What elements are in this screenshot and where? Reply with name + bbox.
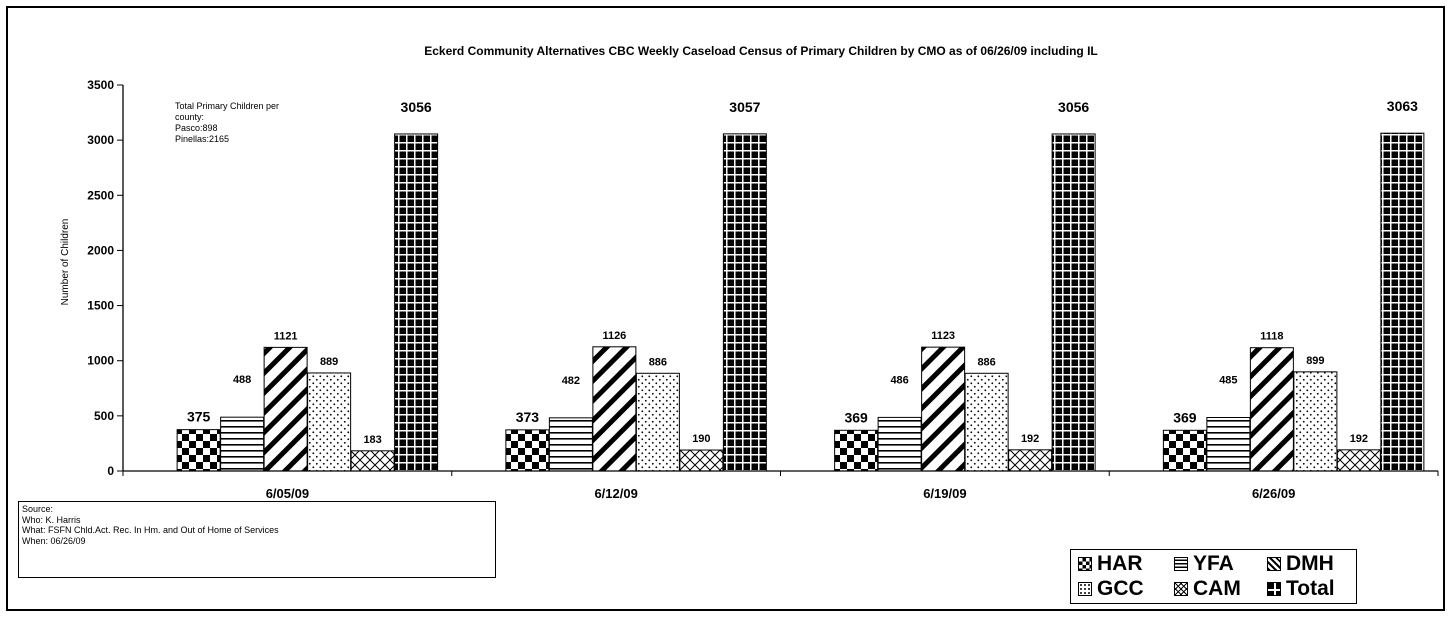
- data-label-cam-6-05-09: 183: [363, 434, 381, 446]
- bar-yfa-6-19-09: [877, 416, 922, 472]
- x-axis: 6/05/09 6/12/09 6/19/09 6/26/09: [122, 470, 1439, 501]
- bar-dmh-6-05-09: [263, 346, 308, 472]
- legend-label: HAR: [1097, 552, 1143, 575]
- legend-label: YFA: [1193, 552, 1234, 575]
- legend-swatch-har: [1078, 557, 1092, 571]
- legend-item-dmh: DMH: [1267, 552, 1334, 576]
- bars-layer: 375 488 1121 889 183 3056 373 482 1126 886 190 3057…: [176, 98, 1425, 472]
- y-tick-label: 3500: [87, 78, 114, 92]
- data-label-total-6-19-09: 3056: [1058, 99, 1089, 115]
- note-line: Pasco:898: [175, 123, 218, 133]
- source-box: Source: Who: K. Harris What: FSFN Chld.Act…: [18, 501, 496, 578]
- legend-swatch-yfa: [1174, 557, 1188, 571]
- bar-cam-6-26-09: [1336, 449, 1381, 472]
- y-tick-label: 1000: [87, 354, 114, 368]
- legend: HAR YFA DMH GCC CAM Total: [1070, 549, 1357, 604]
- x-tick-label: 6/26/09: [1252, 486, 1295, 501]
- bar-total-6-12-09: [722, 133, 767, 472]
- legend-label: Total: [1286, 577, 1335, 600]
- bar-gcc-6-05-09: [307, 372, 352, 472]
- y-axis: 0 500 1000 1500 2000 2500 3000 3500: [87, 78, 124, 478]
- data-label-gcc-6-19-09: 886: [977, 356, 995, 368]
- y-tick-label: 0: [107, 464, 114, 478]
- bar-cam-6-05-09: [350, 450, 395, 472]
- x-tick-label: 6/19/09: [923, 486, 966, 501]
- data-label-cam-6-19-09: 192: [1021, 433, 1039, 445]
- chart-frame: [6, 6, 1445, 611]
- bar-dmh-6-12-09: [592, 346, 637, 472]
- note-line: county:: [175, 112, 204, 122]
- data-label-cam-6-26-09: 192: [1350, 433, 1368, 445]
- legend-swatch-gcc: [1078, 582, 1092, 596]
- legend-swatch-total: [1267, 582, 1281, 596]
- y-axis-label: Number of Children: [60, 219, 71, 306]
- bar-gcc-6-26-09: [1293, 371, 1338, 472]
- bar-yfa-6-26-09: [1206, 417, 1251, 472]
- source-line: What: FSFN Chld.Act. Rec. In Hm. and Out…: [22, 525, 279, 535]
- legend-label: CAM: [1193, 577, 1241, 600]
- data-label-har-6-19-09: 369: [844, 409, 868, 425]
- y-tick-label: 2000: [87, 243, 114, 257]
- legend-swatch-cam: [1174, 582, 1188, 596]
- legend-item-gcc: GCC: [1078, 577, 1144, 601]
- data-label-har-6-26-09: 369: [1173, 409, 1197, 425]
- data-label-total-6-12-09: 3057: [729, 99, 760, 115]
- county-totals-note: Total Primary Children per county: Pasco:8…: [175, 101, 279, 144]
- y-tick-label: 1500: [87, 299, 114, 313]
- source-line: Source:: [22, 504, 54, 514]
- chart-title: Eckerd Community Alternatives CBC Weekly…: [424, 44, 1098, 58]
- data-label-yfa-6-05-09: 488: [233, 374, 251, 386]
- data-label-total-6-26-09: 3063: [1387, 98, 1418, 114]
- data-label-gcc-6-05-09: 889: [320, 356, 338, 368]
- bar-dmh-6-26-09: [1249, 347, 1294, 472]
- legend-item-cam: CAM: [1174, 577, 1241, 601]
- x-tick-label: 6/05/09: [266, 486, 309, 501]
- data-label-dmh-6-19-09: 1123: [931, 330, 955, 342]
- legend-swatch-dmh: [1267, 557, 1281, 571]
- source-line: Who: K. Harris: [22, 514, 81, 525]
- data-label-har-6-12-09: 373: [516, 409, 540, 425]
- bar-total-6-05-09: [394, 133, 439, 472]
- legend-label: GCC: [1097, 577, 1144, 600]
- y-tick-label: 500: [94, 409, 114, 423]
- data-label-gcc-6-26-09: 899: [1306, 355, 1324, 367]
- data-label-gcc-6-12-09: 886: [649, 356, 667, 368]
- data-label-total-6-05-09: 3056: [401, 99, 432, 115]
- note-line: Total Primary Children per: [175, 101, 279, 111]
- bar-dmh-6-19-09: [921, 346, 966, 472]
- source-line: When: 06/26/09: [22, 535, 86, 546]
- bar-har-6-26-09: [1162, 429, 1207, 472]
- bar-total-6-19-09: [1051, 133, 1096, 472]
- data-label-yfa-6-12-09: 482: [562, 375, 580, 387]
- y-tick-label: 3000: [87, 133, 114, 147]
- legend-label: DMH: [1286, 552, 1334, 575]
- legend-item-total: Total: [1267, 577, 1335, 601]
- bar-har-6-05-09: [176, 429, 221, 472]
- data-label-dmh-6-26-09: 1118: [1260, 331, 1283, 343]
- note-line: Pinellas:2165: [175, 134, 229, 144]
- data-label-dmh-6-05-09: 1121: [274, 330, 298, 342]
- bar-gcc-6-19-09: [964, 372, 1009, 472]
- legend-item-yfa: YFA: [1174, 552, 1234, 576]
- bar-har-6-19-09: [834, 429, 879, 472]
- x-tick-label: 6/12/09: [594, 486, 637, 501]
- legend-item-har: HAR: [1078, 552, 1143, 576]
- data-label-har-6-05-09: 375: [187, 409, 211, 425]
- bar-har-6-12-09: [505, 429, 550, 472]
- bar-cam-6-12-09: [679, 449, 724, 472]
- bar-total-6-26-09: [1380, 132, 1425, 472]
- data-label-cam-6-12-09: 190: [692, 433, 710, 445]
- bar-yfa-6-12-09: [548, 417, 593, 472]
- bar-yfa-6-05-09: [220, 416, 265, 472]
- y-tick-label: 2500: [87, 188, 114, 202]
- data-label-yfa-6-26-09: 485: [1219, 375, 1237, 387]
- data-label-dmh-6-12-09: 1126: [602, 330, 626, 342]
- bar-gcc-6-12-09: [635, 372, 680, 472]
- bar-cam-6-19-09: [1008, 449, 1053, 472]
- data-label-yfa-6-19-09: 486: [890, 374, 908, 386]
